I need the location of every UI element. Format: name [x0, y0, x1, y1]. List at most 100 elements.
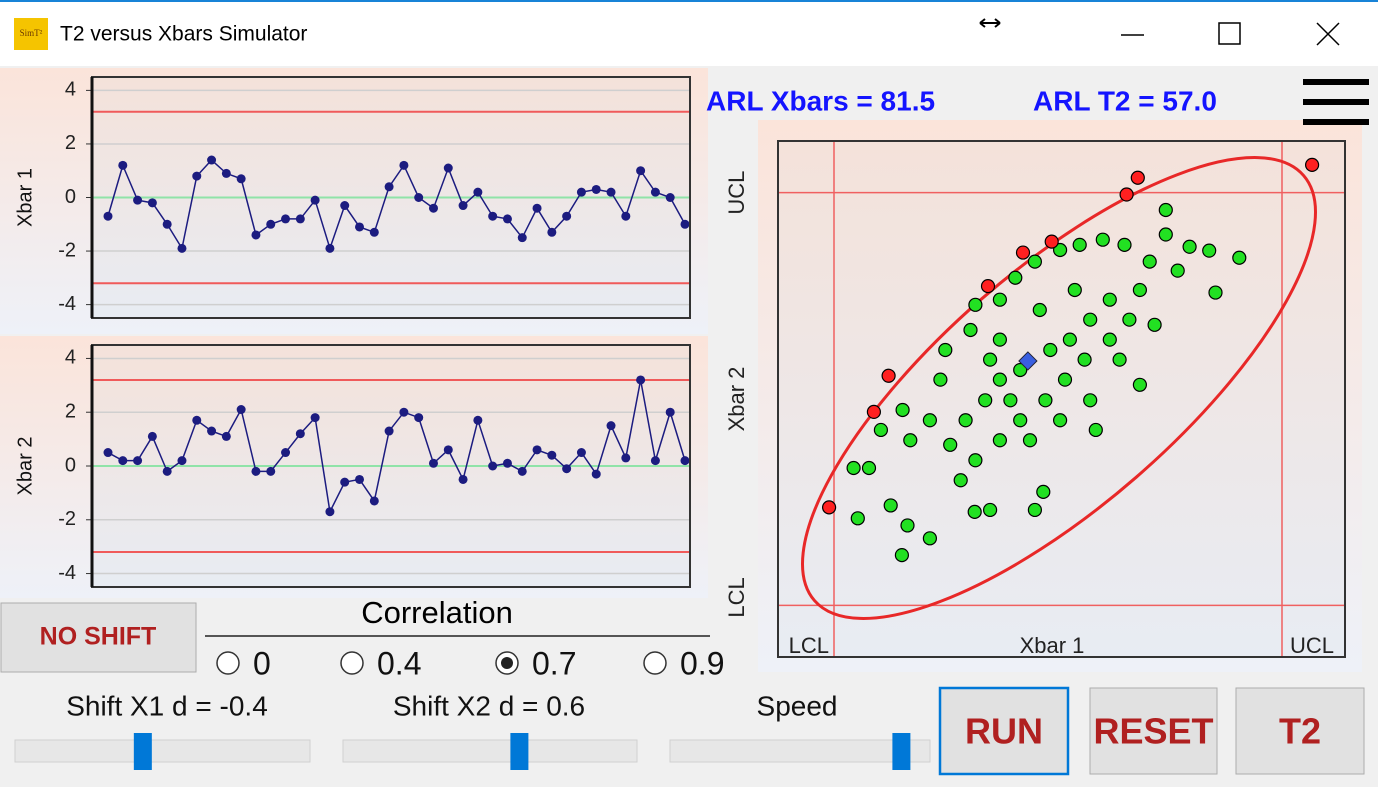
slider-track[interactable] [14, 739, 311, 763]
data-point [162, 466, 172, 476]
scatter-point [1170, 263, 1185, 278]
data-point [118, 160, 128, 170]
data-point [310, 195, 320, 205]
data-point [251, 466, 261, 476]
data-point [636, 166, 646, 176]
data-point [192, 415, 202, 425]
scatter-point [1158, 227, 1173, 242]
radio-option[interactable]: 0.4 [340, 645, 421, 681]
scatter-point [1022, 433, 1038, 448]
data-point [636, 375, 646, 385]
data-point [384, 426, 394, 436]
scatter-point [1158, 202, 1173, 218]
window-border [0, 0, 1378, 2]
data-point [473, 415, 483, 425]
menu-button[interactable] [1303, 79, 1369, 125]
scatter-point [1122, 312, 1137, 327]
arl-t2: ARL T2 = 57.0 [1033, 85, 1217, 116]
radio-circle [216, 651, 240, 675]
y-tick-label: 0 [65, 454, 76, 476]
menu-bar [1303, 119, 1369, 125]
radio-option[interactable]: 0.7 [495, 645, 576, 681]
data-point [606, 187, 616, 197]
data-point [680, 219, 690, 229]
scatter-point [938, 342, 953, 358]
data-point [340, 201, 350, 211]
scatter-point [958, 413, 973, 428]
scatter-point [1013, 362, 1028, 378]
data-point [384, 182, 394, 192]
scatter-point [1067, 282, 1082, 298]
maximize-button[interactable] [1218, 22, 1241, 45]
scatter-point [1043, 342, 1058, 358]
no-shift-button[interactable] [0, 602, 197, 673]
scatter-point [1132, 377, 1148, 392]
data-point [147, 198, 157, 208]
action-button[interactable] [1089, 687, 1218, 775]
data-point [621, 211, 631, 221]
slider-thumb[interactable] [133, 733, 152, 770]
data-point [650, 456, 660, 466]
data-point [281, 448, 291, 458]
scatter-point [1088, 422, 1103, 438]
scatter-point [1077, 352, 1092, 367]
button-label: RUN [965, 711, 1043, 752]
scatter-point [1102, 292, 1117, 307]
scatter-point [903, 433, 918, 448]
slider-track[interactable] [669, 739, 931, 763]
scatter-point [980, 279, 996, 294]
data-line [107, 379, 686, 515]
slider-thumb[interactable] [892, 733, 911, 770]
scatter-point [992, 332, 1008, 347]
slider-track[interactable] [342, 739, 638, 763]
y-tick-label: 2 [65, 132, 76, 154]
data-point [414, 193, 424, 202]
data-point [355, 222, 365, 232]
scatter-point [1052, 413, 1068, 428]
data-point [443, 445, 453, 455]
slider-thumb[interactable] [510, 733, 529, 770]
y-tick-label: -2 [58, 239, 76, 261]
scatter-point [873, 422, 889, 438]
resize-icon[interactable] [979, 18, 1001, 28]
scatter-point [933, 372, 948, 387]
app-icon [14, 18, 48, 50]
data-point [325, 507, 335, 517]
radio-label: 0 [253, 645, 271, 681]
data-point [428, 458, 438, 468]
data-point [369, 496, 379, 506]
action-button[interactable] [1235, 687, 1365, 775]
charts: -4 -2 0 2 4 Xbar 1 -4 -2 0 2 4 Xbar 2 LCL UCL LCL UCL Xb… [14, 76, 1346, 658]
scatter-point [1182, 239, 1197, 254]
menu-bar [1303, 79, 1369, 85]
scatter-point [846, 460, 861, 476]
scatter-point [978, 393, 993, 408]
scatter-point [883, 498, 898, 513]
radio-option[interactable]: 0 [216, 645, 271, 681]
scatter-point [1044, 234, 1059, 249]
data-point [532, 203, 542, 213]
scatter-point [1027, 254, 1043, 269]
data-point [340, 477, 350, 487]
x-tick-label: UCL [1290, 633, 1334, 658]
y-axis-label: Xbar 2 [724, 367, 749, 432]
scatter-point [866, 404, 882, 419]
data-point [650, 187, 660, 197]
data-point [428, 203, 438, 213]
scatter-point [968, 453, 983, 468]
data-point [562, 464, 572, 474]
scatter-point [968, 297, 983, 312]
y-tick-label: LCL [724, 577, 749, 617]
scatter-point [1083, 393, 1098, 408]
button-label: T2 [1279, 711, 1321, 752]
radio-option[interactable]: 0.9 [643, 645, 724, 681]
data-point [251, 230, 261, 240]
scatter-point [1032, 302, 1047, 318]
action-button[interactable] [938, 686, 1070, 776]
scatter-point [1015, 245, 1031, 260]
data-point [281, 214, 291, 224]
data-point [192, 171, 202, 181]
radio-label: 0.7 [532, 645, 576, 681]
close-button[interactable] [1316, 22, 1340, 46]
